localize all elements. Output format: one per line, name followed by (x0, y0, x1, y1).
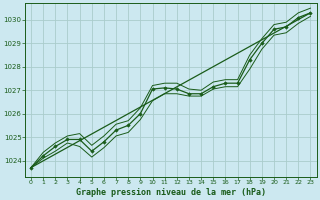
X-axis label: Graphe pression niveau de la mer (hPa): Graphe pression niveau de la mer (hPa) (76, 188, 266, 197)
